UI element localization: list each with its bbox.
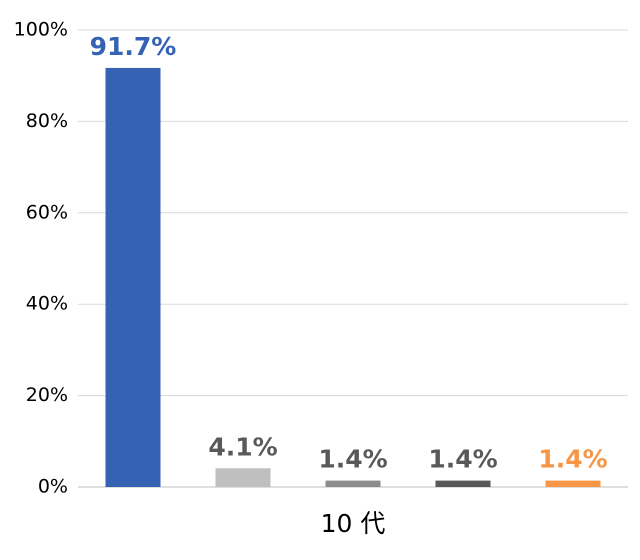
bar: [105, 67, 161, 487]
x-tick-label: 10 代: [321, 509, 386, 538]
bar: [435, 480, 491, 487]
value-label: 1.4%: [318, 445, 387, 474]
y-tick-label: 100%: [14, 19, 68, 41]
value-label: 1.4%: [428, 445, 497, 474]
bar: [325, 480, 381, 487]
value-label: 4.1%: [208, 432, 277, 461]
bar: [545, 480, 601, 487]
value-label: 1.4%: [538, 445, 607, 474]
y-tick-label: 60%: [26, 201, 68, 223]
bar: [215, 468, 271, 487]
value-label: 91.7%: [90, 32, 177, 61]
y-tick-label: 20%: [26, 384, 68, 406]
y-tick-label: 40%: [26, 293, 68, 315]
y-tick-label: 80%: [26, 110, 68, 132]
y-tick-label: 0%: [38, 476, 68, 498]
